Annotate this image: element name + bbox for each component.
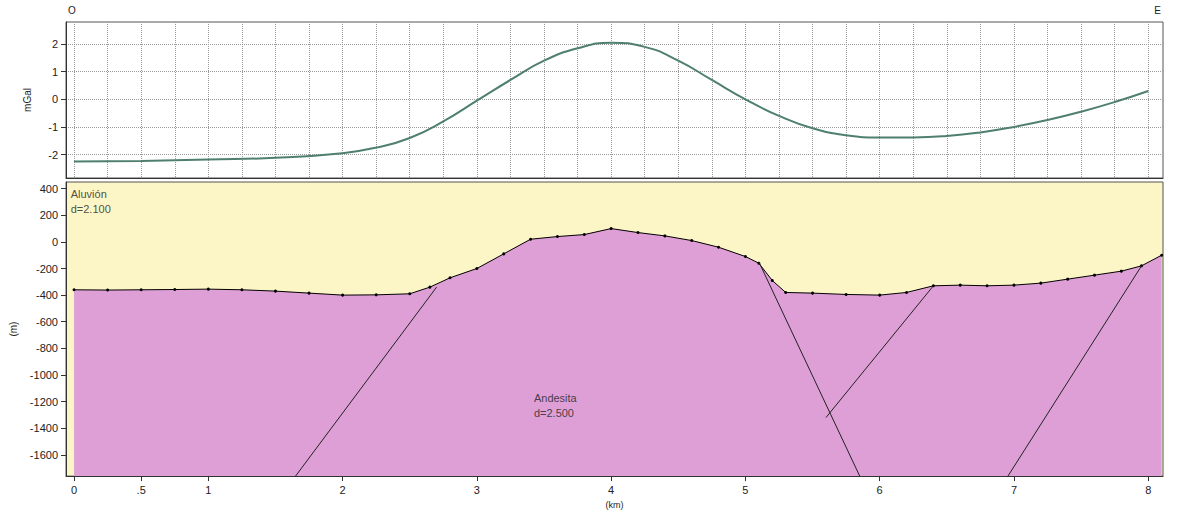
svg-text:7: 7	[1011, 484, 1017, 496]
svg-text:-1: -1	[48, 121, 58, 133]
svg-text:E: E	[1154, 5, 1161, 16]
svg-text:8: 8	[1145, 484, 1151, 496]
svg-text:-1000: -1000	[30, 369, 58, 381]
svg-text:0: 0	[71, 484, 77, 496]
svg-text:(m): (m)	[8, 322, 19, 337]
svg-text:Andesita: Andesita	[534, 392, 578, 404]
svg-text:400: 400	[40, 183, 58, 195]
svg-text:3: 3	[474, 484, 480, 496]
svg-text:d=2.100: d=2.100	[71, 203, 111, 215]
svg-text:-400: -400	[36, 289, 58, 301]
svg-text:O: O	[68, 5, 76, 16]
svg-text:5: 5	[742, 484, 748, 496]
svg-text:0: 0	[52, 93, 58, 105]
svg-text:0: 0	[52, 236, 58, 248]
svg-text:-200: -200	[36, 263, 58, 275]
svg-text:Aluvión: Aluvión	[71, 188, 107, 200]
svg-text:1: 1	[52, 66, 58, 78]
svg-text:-800: -800	[36, 342, 58, 354]
svg-text:.5: .5	[137, 484, 146, 496]
svg-text:-1400: -1400	[30, 422, 58, 434]
svg-text:-2: -2	[48, 149, 58, 161]
svg-text:-1200: -1200	[30, 396, 58, 408]
svg-text:-600: -600	[36, 316, 58, 328]
svg-text:-1600: -1600	[30, 449, 58, 461]
svg-text:4: 4	[608, 484, 614, 496]
svg-text:1: 1	[205, 484, 211, 496]
svg-text:2: 2	[340, 484, 346, 496]
svg-text:(km): (km)	[606, 500, 624, 510]
svg-text:6: 6	[877, 484, 883, 496]
svg-text:2: 2	[52, 38, 58, 50]
svg-text:200: 200	[40, 209, 58, 221]
svg-text:mGal: mGal	[22, 88, 33, 112]
svg-text:d=2.500: d=2.500	[534, 407, 574, 419]
